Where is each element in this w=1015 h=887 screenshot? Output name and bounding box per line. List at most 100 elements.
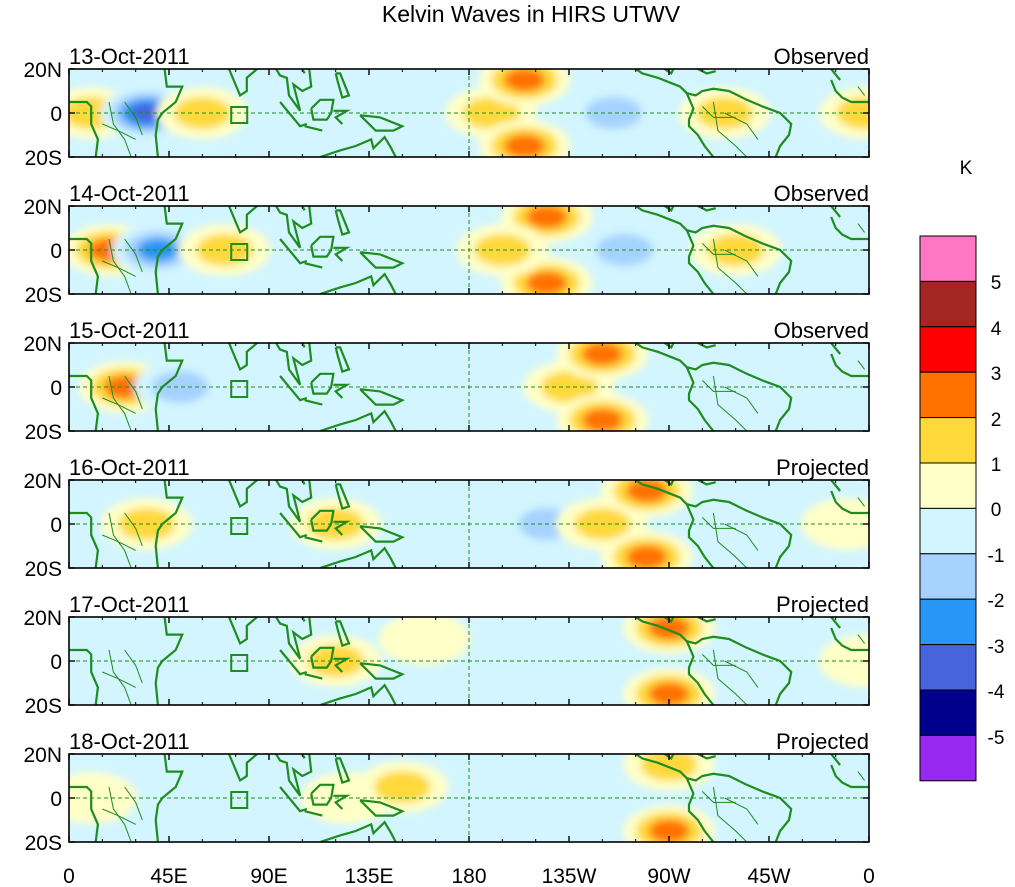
colorbar-unit: K	[960, 158, 973, 179]
coastline	[279, 101, 308, 128]
coastline	[830, 343, 841, 355]
country-border	[724, 112, 759, 140]
coastline	[359, 799, 406, 817]
y-tick-label: 20S	[25, 832, 62, 855]
country-border	[701, 243, 736, 255]
coastline	[227, 617, 313, 660]
coastline	[279, 649, 308, 676]
coastline	[635, 206, 793, 294]
coastline	[227, 343, 313, 386]
y-tick-label: 20N	[23, 470, 62, 493]
coastline	[697, 617, 716, 623]
colorbar-boxes	[919, 235, 977, 782]
coastline	[333, 520, 351, 536]
index-region-box	[230, 243, 249, 261]
index-region-box	[230, 654, 249, 672]
index-region-box	[230, 106, 249, 124]
anomaly-cell	[378, 617, 471, 665]
y-tick-label: 20N	[23, 196, 62, 219]
colorbar-label: 2	[991, 410, 1002, 431]
panel-date: 16-Oct-2011	[69, 455, 190, 480]
colorbar-box	[919, 417, 977, 464]
colorbar-box	[919, 462, 977, 509]
coastline	[830, 206, 841, 218]
y-tick-label: 20N	[23, 59, 62, 82]
panel-status: Observed	[774, 44, 869, 69]
coastline	[304, 536, 323, 543]
coastline	[334, 757, 351, 785]
country-border	[712, 375, 748, 431]
y-tick-label: 20N	[23, 607, 62, 630]
country-border	[724, 249, 759, 277]
anomaly-cell	[151, 371, 209, 403]
coastline	[304, 810, 323, 817]
coastline	[334, 620, 351, 648]
anomaly-cell	[648, 819, 690, 842]
country-border	[102, 397, 136, 414]
anomaly-field	[69, 617, 869, 705]
coastline	[319, 546, 397, 568]
anomaly-field	[69, 343, 869, 431]
anomaly-cell	[626, 545, 668, 568]
y-tick-label: 20N	[23, 333, 62, 356]
country-border	[857, 771, 865, 781]
colorbar-box	[919, 507, 977, 555]
coastline	[279, 786, 308, 813]
anomaly-cell	[78, 635, 171, 687]
country-border	[124, 238, 143, 273]
colorbar-box	[919, 326, 977, 373]
index-region-box	[230, 791, 249, 809]
coastline	[663, 343, 675, 350]
coastline	[697, 206, 716, 212]
coastline	[154, 617, 184, 705]
coastline	[227, 206, 313, 249]
coastline	[154, 69, 184, 157]
coastline	[685, 640, 715, 705]
coastline	[663, 480, 675, 487]
x-tick-label: 45E	[150, 865, 187, 887]
coastline	[697, 754, 716, 760]
anomaly-cell	[648, 682, 690, 705]
coastline	[830, 627, 869, 652]
anomaly-cell	[104, 375, 145, 399]
anomaly-cell	[585, 97, 642, 129]
country-border	[102, 534, 136, 551]
anomaly-cell	[504, 134, 545, 157]
x-tick-label: 90E	[250, 865, 287, 887]
colorbar-label: 4	[991, 319, 1002, 340]
country-border	[701, 517, 736, 529]
coastline	[635, 754, 793, 842]
coastline	[333, 383, 351, 399]
colorbar-label: 0	[991, 500, 1002, 521]
colorbar-label: -5	[988, 728, 1005, 749]
y-tick-label: 0	[50, 788, 62, 811]
colorbar-label: -2	[988, 591, 1005, 612]
coastline	[830, 764, 869, 789]
coastline	[635, 480, 793, 568]
coastline	[334, 346, 351, 374]
coastline	[69, 374, 100, 431]
coastline	[830, 490, 869, 515]
y-tick-label: 20S	[25, 695, 62, 718]
coastline	[319, 135, 397, 157]
coastline	[635, 617, 793, 705]
x-tick-label: 180	[451, 865, 486, 887]
coastline	[663, 754, 675, 761]
map-panels: 13-Oct-2011 Observed 20N 0 20S 14-Oct-2011 Obs…	[23, 44, 870, 855]
coastline	[304, 125, 323, 132]
panel-date: 17-Oct-2011	[69, 592, 190, 617]
panel-date: 18-Oct-2011	[69, 729, 190, 754]
coastline	[359, 525, 406, 543]
country-border	[712, 786, 748, 842]
coastline	[685, 92, 715, 157]
coastline	[333, 246, 351, 262]
panel-date: 14-Oct-2011	[69, 181, 190, 206]
coastline	[359, 388, 406, 406]
panel-status: Projected	[776, 729, 869, 754]
anomaly-cell	[526, 271, 568, 294]
y-tick-label: 20S	[25, 558, 62, 581]
country-border	[124, 512, 143, 547]
colorbar-box	[919, 371, 977, 419]
x-tick-label: 0	[63, 865, 75, 887]
coastline	[685, 777, 715, 842]
